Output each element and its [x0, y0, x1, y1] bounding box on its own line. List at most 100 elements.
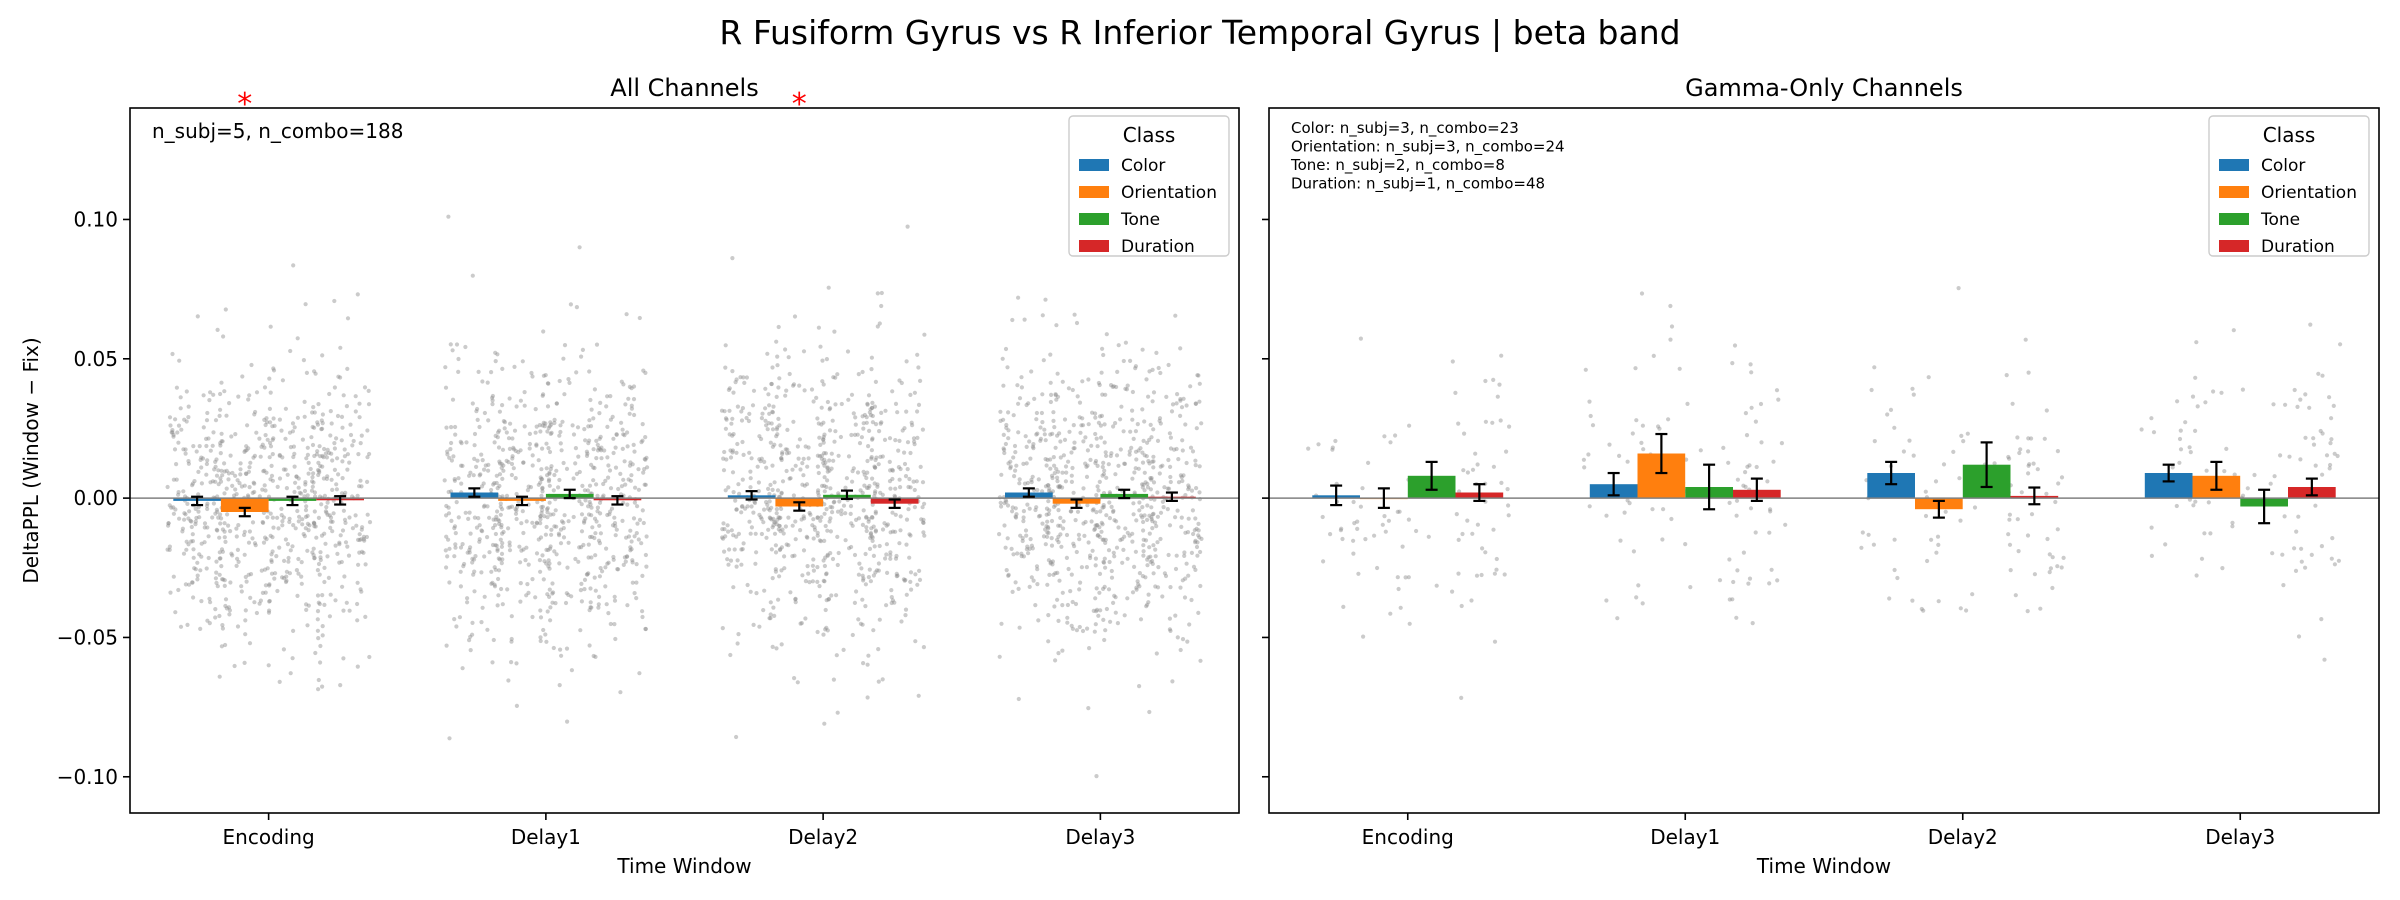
sample-point [259, 444, 264, 449]
sample-point [1142, 513, 1147, 518]
sample-point [342, 447, 347, 452]
sample-point [207, 398, 212, 403]
sample-point [1066, 459, 1071, 464]
sample-point [204, 566, 209, 571]
sample-point [1010, 505, 1015, 510]
sample-point [788, 476, 793, 481]
sample-point [747, 519, 752, 524]
sample-point [597, 574, 603, 579]
sample-point [1182, 550, 1187, 555]
sample-point [574, 305, 580, 310]
sample-point [643, 370, 648, 375]
sample-point [616, 486, 621, 492]
sample-point [2320, 373, 2325, 378]
sample-point [592, 575, 597, 580]
sample-point [900, 428, 905, 433]
sample-point [774, 511, 779, 516]
sample-point [540, 553, 545, 558]
sample-point [1131, 512, 1136, 517]
sample-point [280, 519, 285, 524]
sample-point [645, 465, 650, 470]
sample-point [268, 477, 273, 482]
sample-point [1056, 523, 1061, 528]
sample-point [359, 589, 364, 594]
panel-title: Gamma-Only Channels [1685, 74, 1963, 102]
sample-point [514, 491, 519, 497]
sample-point [644, 455, 649, 460]
sample-point [1138, 446, 1143, 451]
sample-point [1116, 463, 1121, 468]
sample-point [611, 554, 616, 560]
error-bar [2258, 488, 2271, 525]
sample-point [635, 504, 640, 509]
sample-point [858, 621, 864, 626]
sample-point [442, 478, 447, 483]
sample-point [545, 473, 550, 478]
sample-point [284, 486, 289, 491]
sample-point [1338, 528, 1343, 533]
sample-point [1166, 486, 1172, 491]
sample-point [1741, 483, 1746, 488]
sample-point [786, 515, 791, 520]
sample-point [726, 562, 731, 567]
sample-point [355, 601, 360, 607]
sample-point [1049, 473, 1055, 478]
sample-point [1677, 366, 1682, 371]
sample-point [1049, 518, 1055, 524]
sample-point [214, 473, 220, 478]
sample-point [892, 600, 897, 605]
sample-point [1069, 623, 1074, 628]
sample-point [1118, 537, 1123, 543]
sample-point [223, 539, 228, 545]
sample-point [1892, 425, 1897, 430]
sample-point [575, 425, 581, 430]
sample-point [1132, 470, 1137, 475]
sample-point [2177, 460, 2182, 465]
sample-point [1581, 457, 1586, 462]
sample-point [865, 402, 870, 407]
sample-point [893, 556, 899, 561]
sample-point [259, 568, 264, 573]
sample-point [1197, 535, 1202, 540]
sample-point [490, 580, 495, 586]
sample-point [755, 464, 760, 469]
sample-point [793, 597, 798, 602]
sample-point [521, 547, 526, 552]
sample-point [566, 377, 571, 382]
sample-point [1101, 537, 1106, 542]
sample-point [1151, 390, 1157, 395]
sample-point [220, 623, 225, 628]
sample-point [1077, 624, 1082, 630]
sample-point [826, 596, 832, 602]
sample-point [2328, 441, 2333, 446]
sample-point [527, 446, 532, 451]
sample-point [538, 429, 543, 434]
sample-point [495, 603, 500, 608]
sample-point [511, 466, 516, 471]
sample-point [283, 436, 288, 441]
sample-point [748, 476, 753, 481]
sample-point [1010, 589, 1015, 595]
sample-point [835, 710, 840, 715]
sample-point [1057, 483, 1062, 489]
sample-point [751, 510, 756, 515]
sample-point [194, 515, 199, 521]
error-bar [1607, 471, 1620, 497]
sample-point [1023, 434, 1028, 439]
sample-point [198, 457, 203, 462]
sample-point [218, 443, 223, 448]
sample-point [878, 454, 883, 459]
sample-point [1178, 473, 1183, 478]
legend-swatch-tone [1079, 213, 1109, 225]
sample-point [870, 502, 875, 507]
sample-point [458, 439, 463, 444]
sample-point [1157, 418, 1162, 423]
sample-point [1092, 526, 1098, 532]
sample-point [836, 491, 841, 496]
sample-point [1052, 471, 1057, 476]
sample-point [721, 536, 726, 541]
sample-point [827, 458, 832, 463]
sample-point [1112, 554, 1117, 559]
sample-point [493, 517, 498, 522]
sample-point [1361, 634, 1366, 639]
